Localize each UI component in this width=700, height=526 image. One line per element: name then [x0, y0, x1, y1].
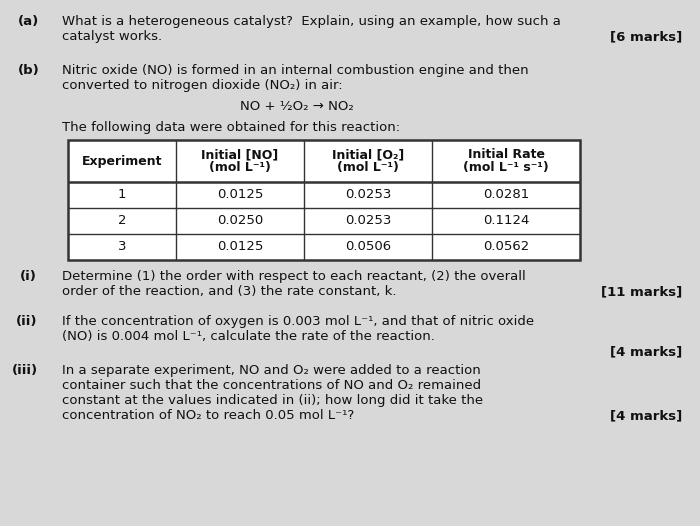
Text: order of the reaction, and (3) the rate constant, k.: order of the reaction, and (3) the rate …: [62, 285, 396, 298]
Text: 0.0125: 0.0125: [217, 240, 263, 254]
Text: Initial [O₂]: Initial [O₂]: [332, 148, 404, 161]
Text: 0.0125: 0.0125: [217, 188, 263, 201]
Text: (mol L⁻¹): (mol L⁻¹): [337, 161, 399, 175]
Text: If the concentration of oxygen is 0.003 mol L⁻¹, and that of nitric oxide: If the concentration of oxygen is 0.003 …: [62, 315, 534, 328]
Text: 0.1124: 0.1124: [483, 215, 529, 228]
Text: [4 marks]: [4 marks]: [610, 345, 682, 358]
Text: Nitric oxide (NO) is formed in an internal combustion engine and then: Nitric oxide (NO) is formed in an intern…: [62, 64, 528, 77]
Text: [11 marks]: [11 marks]: [601, 285, 682, 298]
Text: (iii): (iii): [12, 364, 38, 377]
Text: NO + ½O₂ → NO₂: NO + ½O₂ → NO₂: [240, 100, 354, 113]
Text: Experiment: Experiment: [82, 155, 162, 167]
Text: converted to nitrogen dioxide (NO₂) in air:: converted to nitrogen dioxide (NO₂) in a…: [62, 79, 342, 92]
Text: 2: 2: [118, 215, 126, 228]
Bar: [68, 140, 580, 260]
Text: 0.0562: 0.0562: [483, 240, 529, 254]
Text: (b): (b): [18, 64, 40, 77]
Bar: [68, 140, 580, 260]
Text: Initial [NO]: Initial [NO]: [202, 148, 279, 161]
Text: 1: 1: [118, 188, 126, 201]
Text: The following data were obtained for this reaction:: The following data were obtained for thi…: [62, 121, 400, 134]
Text: [4 marks]: [4 marks]: [610, 409, 682, 422]
Text: Initial Rate: Initial Rate: [468, 148, 545, 161]
Text: 0.0250: 0.0250: [217, 215, 263, 228]
Text: (mol L⁻¹ s⁻¹): (mol L⁻¹ s⁻¹): [463, 161, 549, 175]
Text: 0.0281: 0.0281: [483, 188, 529, 201]
Text: Determine (1) the order with respect to each reactant, (2) the overall: Determine (1) the order with respect to …: [62, 270, 526, 283]
Text: In a separate experiment, NO and O₂ were added to a reaction: In a separate experiment, NO and O₂ were…: [62, 364, 481, 377]
Text: container such that the concentrations of NO and O₂ remained: container such that the concentrations o…: [62, 379, 481, 392]
Text: (mol L⁻¹): (mol L⁻¹): [209, 161, 271, 175]
Text: What is a heterogeneous catalyst?  Explain, using an example, how such a: What is a heterogeneous catalyst? Explai…: [62, 15, 561, 28]
Text: (ii): (ii): [16, 315, 38, 328]
Text: 0.0506: 0.0506: [345, 240, 391, 254]
Text: catalyst works.: catalyst works.: [62, 30, 162, 43]
Text: constant at the values indicated in (ii); how long did it take the: constant at the values indicated in (ii)…: [62, 394, 483, 407]
Text: 0.0253: 0.0253: [345, 188, 391, 201]
Text: (i): (i): [20, 270, 37, 283]
Text: [6 marks]: [6 marks]: [610, 30, 682, 43]
Text: (a): (a): [18, 15, 39, 28]
Text: concentration of NO₂ to reach 0.05 mol L⁻¹?: concentration of NO₂ to reach 0.05 mol L…: [62, 409, 354, 422]
Text: 3: 3: [118, 240, 126, 254]
Text: (NO) is 0.004 mol L⁻¹, calculate the rate of the reaction.: (NO) is 0.004 mol L⁻¹, calculate the rat…: [62, 330, 435, 343]
Text: 0.0253: 0.0253: [345, 215, 391, 228]
